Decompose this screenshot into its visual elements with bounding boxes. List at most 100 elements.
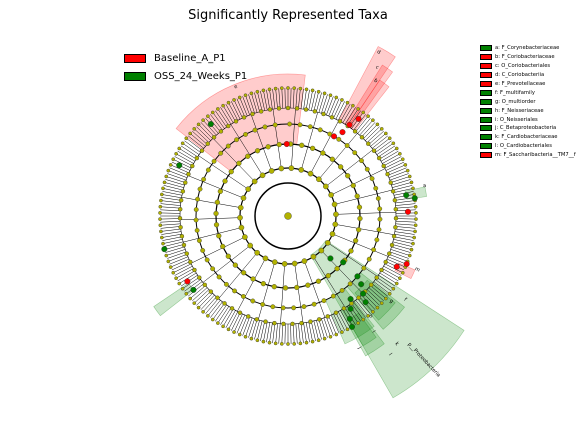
leaf-node — [398, 276, 402, 281]
node — [357, 215, 363, 222]
node — [229, 306, 235, 311]
taxa-legend-item: h: F_Neisseriaceae — [480, 106, 576, 115]
node — [243, 131, 248, 137]
leaf-branch — [393, 191, 414, 196]
node — [205, 141, 210, 146]
leaf-node — [394, 146, 399, 151]
leaf-branch — [174, 156, 193, 167]
leaf-branch — [384, 263, 403, 273]
leaf-node — [180, 286, 185, 291]
baseline-node — [331, 133, 338, 140]
internal-branch — [335, 211, 396, 215]
taxa-legend-swatch — [480, 107, 492, 114]
leaf-node — [316, 338, 321, 343]
node — [366, 256, 372, 262]
leaf-branch — [182, 277, 200, 289]
node — [216, 274, 222, 280]
leaf-node — [168, 265, 173, 269]
leaf-branch — [305, 322, 310, 343]
node — [321, 111, 326, 117]
node — [192, 267, 197, 273]
node — [338, 164, 344, 170]
internal-branch — [294, 263, 304, 323]
leaf-branch — [370, 133, 386, 147]
node — [232, 288, 237, 294]
node — [272, 320, 277, 326]
node — [280, 305, 286, 311]
leaf-node — [226, 327, 231, 332]
node — [262, 255, 269, 262]
leaf-branch — [272, 88, 276, 109]
node — [385, 171, 390, 177]
sector-proteobacteria — [310, 240, 465, 399]
node — [242, 234, 248, 240]
leaf-branch — [168, 254, 188, 262]
leaf-branch — [383, 265, 402, 276]
node — [290, 321, 295, 327]
leaf-branch — [251, 319, 258, 339]
leaf-branch — [205, 298, 219, 314]
taxa-legend-item: d: C_Coriobacteriia — [480, 71, 576, 80]
node — [211, 158, 217, 164]
internal-branch — [257, 262, 276, 320]
node — [303, 107, 309, 112]
leaf-branch — [386, 258, 406, 268]
leaf-node — [221, 324, 225, 329]
leaf-node — [384, 131, 388, 136]
leaf-branch — [330, 314, 340, 334]
leaf-branch — [298, 323, 301, 344]
node — [307, 170, 314, 177]
node — [184, 251, 189, 256]
leaf-node — [409, 180, 414, 185]
leaf-branch — [257, 320, 263, 341]
leaf-branch — [174, 265, 193, 276]
leaf-branch — [248, 94, 255, 114]
leaf-branch — [311, 321, 316, 342]
node — [392, 198, 398, 203]
leaf-node — [216, 107, 220, 111]
leaf-branch — [372, 283, 388, 297]
leaf-branch — [170, 258, 190, 268]
internal-branch — [300, 112, 319, 170]
node — [321, 298, 327, 304]
internal-branch — [250, 114, 272, 171]
node — [237, 214, 243, 221]
node — [291, 260, 298, 267]
node — [305, 282, 311, 288]
oss-node — [161, 246, 168, 253]
node — [298, 167, 305, 173]
leaf-node — [292, 342, 296, 346]
leaf-branch — [392, 244, 412, 250]
internal-branch — [335, 224, 395, 236]
leaf-node — [188, 296, 192, 301]
node — [353, 238, 359, 244]
node — [268, 168, 275, 174]
leaf-branch — [225, 104, 236, 122]
node — [194, 227, 200, 233]
node — [216, 233, 222, 239]
leaf-branch — [340, 310, 351, 328]
leaf-branch — [192, 130, 208, 145]
internal-branch — [190, 236, 245, 264]
oss-node — [176, 162, 183, 169]
leaf-branch — [188, 135, 204, 149]
leaf-node — [161, 186, 165, 191]
leaf-branch — [254, 92, 260, 112]
leaf-node — [328, 93, 333, 98]
node — [267, 107, 273, 112]
node — [241, 270, 247, 276]
node — [225, 143, 231, 149]
leaf-branch — [179, 272, 197, 284]
baseline-node — [283, 141, 290, 148]
leaf-node — [161, 241, 165, 246]
leaf-node — [414, 217, 418, 221]
node — [387, 251, 392, 256]
taxa-legend-swatch — [480, 54, 492, 61]
node — [299, 142, 305, 148]
node — [316, 176, 322, 183]
leaf-branch — [355, 116, 369, 132]
taxa-legend-swatch — [480, 89, 492, 96]
leaf-node — [345, 327, 350, 332]
leaf-node — [340, 98, 344, 102]
leaf-branch — [212, 112, 225, 129]
